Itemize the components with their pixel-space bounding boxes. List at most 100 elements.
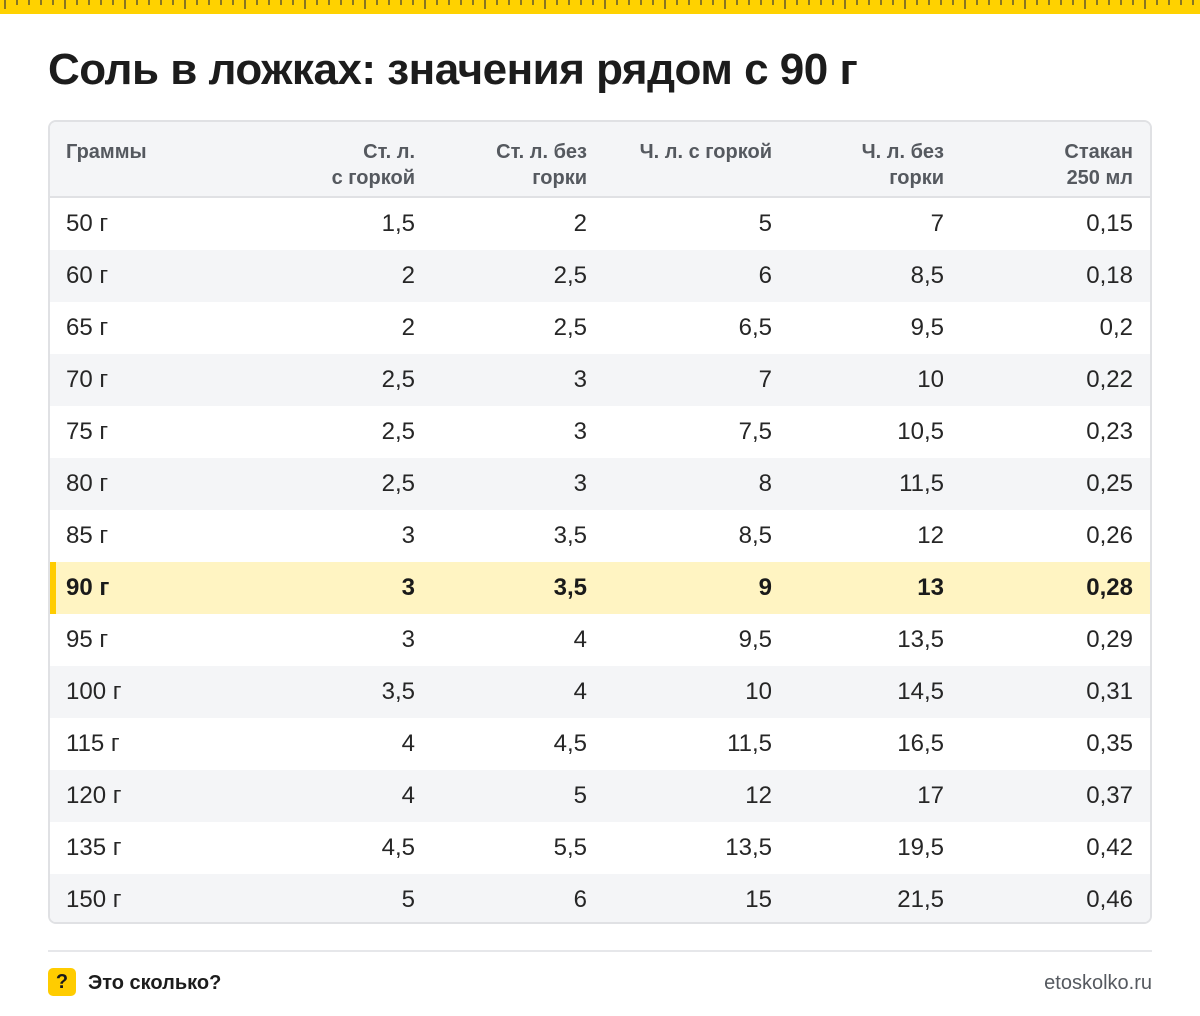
cell-glass: 0,35 [1086, 730, 1133, 757]
cell-tbsp-heaped: 1,5 [381, 210, 415, 237]
cell-tbsp-heaped: 2,5 [381, 470, 415, 497]
cell-grams: 85 г [66, 522, 109, 549]
table-row: 70 г 2,5 3 7 10 0,22 [50, 354, 1150, 406]
footer-divider [48, 950, 1152, 952]
header-glass-250ml: Стакан 250 мл [1064, 141, 1133, 189]
cell-glass: 0,15 [1086, 210, 1133, 237]
cell-tsp-heaped: 5 [758, 210, 772, 237]
cell-tbsp-level: 2,5 [553, 314, 587, 341]
cell-tbsp-heaped: 2 [401, 314, 415, 341]
cell-tsp-heaped: 12 [745, 782, 772, 809]
question-logo-icon: ? [48, 968, 76, 996]
table-row: 115 г 4 4,5 11,5 16,5 0,35 [50, 718, 1150, 770]
cell-tsp-heaped: 7,5 [738, 418, 772, 445]
footer-brand: Это сколько? [88, 972, 222, 994]
cell-tsp-heaped: 9 [758, 574, 772, 601]
cell-grams: 120 г [66, 782, 122, 809]
cell-glass: 0,26 [1086, 522, 1133, 549]
table-row: 85 г 3 3,5 8,5 12 0,26 [50, 510, 1150, 562]
cell-tsp-level: 10,5 [897, 418, 944, 445]
cell-tbsp-heaped: 3 [401, 574, 415, 601]
table-row-highlighted: 90 г 3 3,5 9 13 0,28 [50, 562, 1150, 614]
cell-tbsp-heaped: 4 [401, 730, 415, 757]
table-row: 50 г 1,5 2 5 7 0,15 [50, 198, 1150, 250]
table-row: 135 г 4,5 5,5 13,5 19,5 0,42 [50, 822, 1150, 874]
header-tsp-heaped: Ч. л. с горкой [639, 141, 772, 163]
cell-tbsp-level: 3 [573, 470, 587, 497]
cell-tbsp-heaped: 3,5 [381, 678, 415, 705]
cell-tbsp-level: 6 [573, 886, 587, 913]
cell-tsp-level: 19,5 [897, 834, 944, 861]
table-row: 60 г 2 2,5 6 8,5 0,18 [50, 250, 1150, 302]
cell-tsp-heaped: 13,5 [725, 834, 772, 861]
conversion-table: Граммы Ст. л. с горкой Ст. л. без горки … [48, 120, 1152, 924]
table-row: 120 г 4 5 12 17 0,37 [50, 770, 1150, 822]
cell-tsp-heaped: 7 [758, 366, 772, 393]
cell-glass: 0,25 [1086, 470, 1133, 497]
cell-tbsp-heaped: 5 [401, 886, 415, 913]
cell-tsp-level: 13,5 [897, 626, 944, 653]
cell-tsp-level: 16,5 [897, 730, 944, 757]
cell-tbsp-level: 2 [573, 210, 587, 237]
cell-tbsp-level: 5 [573, 782, 587, 809]
cell-tbsp-heaped: 3 [401, 522, 415, 549]
cell-glass: 0,29 [1086, 626, 1133, 653]
cell-tsp-level: 11,5 [899, 470, 944, 497]
cell-tsp-level: 21,5 [897, 886, 944, 913]
cell-tsp-level: 7 [930, 210, 944, 237]
cell-tsp-heaped: 8,5 [738, 522, 772, 549]
cell-tbsp-level: 4,5 [553, 730, 587, 757]
table-row: 95 г 3 4 9,5 13,5 0,29 [50, 614, 1150, 666]
cell-tsp-level: 10 [917, 366, 944, 393]
cell-tbsp-heaped: 2,5 [381, 366, 415, 393]
cell-tsp-level: 13 [917, 574, 944, 601]
cell-grams: 70 г [66, 366, 109, 393]
cell-tbsp-level: 4 [573, 626, 587, 653]
cell-tsp-heaped: 11,5 [727, 730, 772, 757]
cell-tsp-heaped: 9,5 [738, 626, 772, 653]
cell-tbsp-level: 2,5 [553, 262, 587, 289]
cell-glass: 0,37 [1086, 782, 1133, 809]
cell-tbsp-level: 3 [573, 418, 587, 445]
table-row: 65 г 2 2,5 6,5 9,5 0,2 [50, 302, 1150, 354]
cell-tbsp-level: 5,5 [553, 834, 587, 861]
cell-tsp-level: 12 [917, 522, 944, 549]
cell-glass: 0,2 [1099, 314, 1133, 341]
ruler-strip [0, 0, 1200, 14]
cell-grams: 95 г [66, 626, 109, 653]
header-tbsp-heaped: Ст. л. с горкой [331, 141, 415, 189]
cell-tsp-level: 8,5 [910, 262, 944, 289]
cell-tbsp-heaped: 2,5 [381, 418, 415, 445]
cell-tsp-level: 17 [917, 782, 944, 809]
cell-grams: 115 г [66, 730, 120, 757]
highlight-marker [50, 562, 56, 614]
cell-glass: 0,28 [1086, 574, 1133, 601]
cell-tbsp-level: 3 [573, 366, 587, 393]
table-row: 75 г 2,5 3 7,5 10,5 0,23 [50, 406, 1150, 458]
cell-tsp-heaped: 8 [758, 470, 772, 497]
cell-tbsp-heaped: 2 [401, 262, 415, 289]
table-header: Граммы Ст. л. с горкой Ст. л. без горки … [50, 122, 1150, 198]
cell-glass: 0,22 [1086, 366, 1133, 393]
cell-glass: 0,31 [1086, 678, 1133, 705]
header-tbsp-level: Ст. л. без горки [496, 141, 587, 189]
cell-tbsp-heaped: 4,5 [381, 834, 415, 861]
footer-url[interactable]: etoskolko.ru [1044, 972, 1152, 994]
cell-grams: 60 г [66, 262, 109, 289]
cell-tbsp-heaped: 3 [401, 626, 415, 653]
cell-grams: 150 г [66, 886, 122, 913]
cell-glass: 0,46 [1086, 886, 1133, 913]
table-row: 100 г 3,5 4 10 14,5 0,31 [50, 666, 1150, 718]
header-tsp-level: Ч. л. без горки [861, 141, 944, 189]
cell-grams: 80 г [66, 470, 109, 497]
cell-grams: 90 г [66, 574, 110, 601]
cell-glass: 0,18 [1086, 262, 1133, 289]
cell-grams: 50 г [66, 210, 109, 237]
cell-glass: 0,23 [1086, 418, 1133, 445]
cell-grams: 65 г [66, 314, 109, 341]
cell-tbsp-heaped: 4 [401, 782, 415, 809]
cell-tsp-heaped: 6,5 [738, 314, 772, 341]
ruler-ticks [4, 0, 1194, 9]
cell-tbsp-level: 3,5 [553, 522, 587, 549]
cell-glass: 0,42 [1086, 834, 1133, 861]
